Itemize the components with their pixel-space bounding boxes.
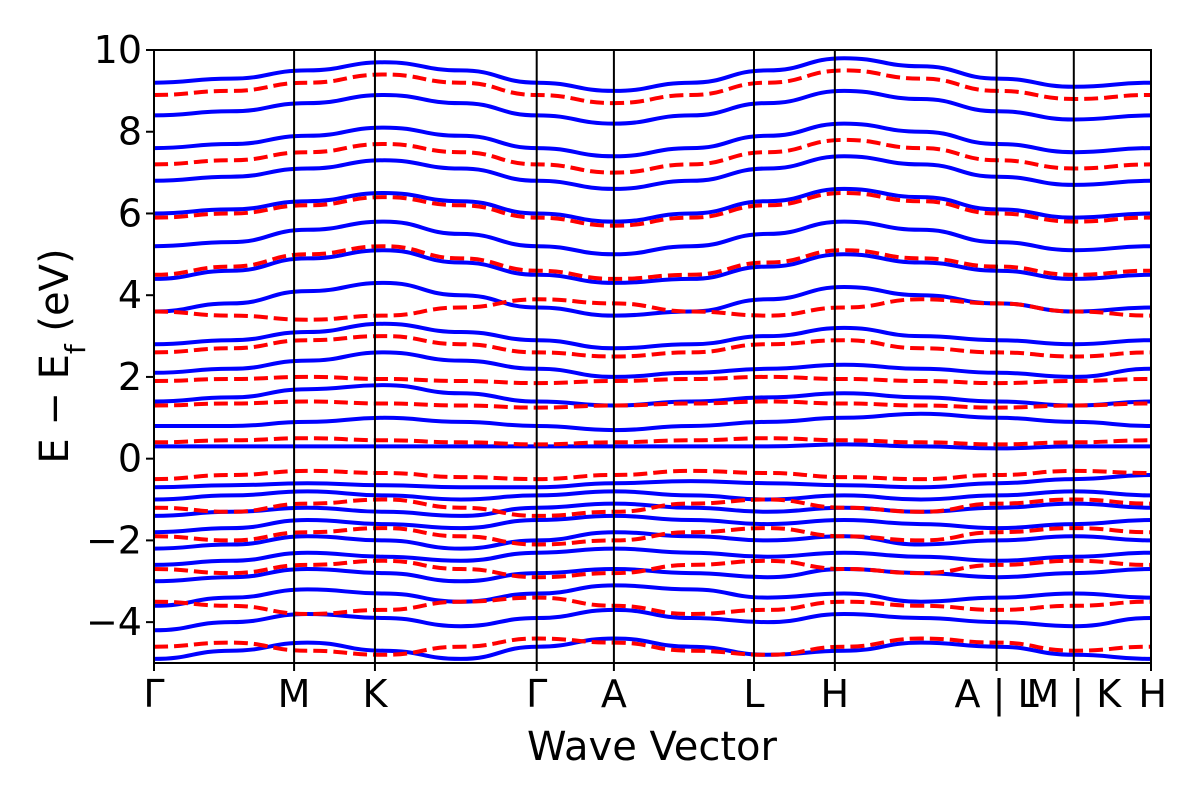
solid-band-7 bbox=[154, 501, 1151, 518]
solid-band-2 bbox=[154, 583, 1151, 608]
y-tick-label: 0 bbox=[118, 437, 142, 481]
dashed-band-9 bbox=[154, 334, 1151, 359]
x-axis-label: Wave Vector bbox=[527, 724, 778, 770]
dashed-band-7 bbox=[154, 399, 1151, 410]
dashed-band-4 bbox=[154, 497, 1151, 518]
y-axis-ticks: −4 −2 0 2 4 6 8 10 bbox=[86, 28, 154, 644]
solid-band-10 bbox=[154, 442, 1151, 451]
y-tick-label: 10 bbox=[94, 28, 142, 72]
bands-layer bbox=[154, 56, 1151, 661]
solid-band-6 bbox=[154, 513, 1151, 535]
solid-band-1 bbox=[154, 607, 1151, 633]
y-tick-label: −4 bbox=[86, 600, 142, 644]
dashed-band-14 bbox=[154, 68, 1151, 106]
plot-frame bbox=[153, 49, 1152, 664]
y-axis-label: E − Ef (eV) bbox=[32, 248, 92, 463]
dashed-band-3 bbox=[154, 526, 1151, 547]
dashed-band-2 bbox=[154, 558, 1151, 580]
solid-band-11 bbox=[154, 411, 1151, 433]
dashed-band-0 bbox=[154, 636, 1151, 657]
dashed-band-12 bbox=[154, 191, 1151, 228]
solid-band-18 bbox=[154, 186, 1151, 224]
x-tick-label: H bbox=[1138, 672, 1167, 716]
solid-band-15 bbox=[154, 280, 1151, 318]
y-axis-label-main: E − E bbox=[32, 354, 78, 464]
solid-band-16 bbox=[154, 248, 1151, 285]
solid-band-9 bbox=[154, 473, 1151, 490]
solid-band-21 bbox=[154, 88, 1151, 126]
y-axis-label-subscript: f bbox=[59, 343, 92, 354]
x-tick-label: K bbox=[362, 672, 388, 716]
dashed-band-1 bbox=[154, 595, 1151, 616]
x-tick-label: Γ bbox=[143, 672, 164, 716]
x-tick-label: L bbox=[743, 672, 764, 716]
y-tick-label: 6 bbox=[118, 191, 142, 235]
x-tick-label: M | K bbox=[1026, 672, 1122, 717]
x-tick-label: Γ bbox=[526, 672, 547, 716]
x-tick-label: A bbox=[601, 672, 627, 716]
x-tick-label: A | L bbox=[955, 672, 1039, 717]
x-tick-label: M bbox=[278, 672, 311, 716]
solid-band-13 bbox=[154, 350, 1151, 379]
x-tick-label: H bbox=[821, 672, 850, 716]
dashed-band-10 bbox=[154, 297, 1151, 322]
x-axis-ticks: Γ M K Γ A L H A | LM | K H bbox=[143, 663, 1167, 717]
dashed-band-6 bbox=[154, 436, 1151, 447]
dashed-band-13 bbox=[154, 137, 1151, 175]
solid-band-19 bbox=[154, 154, 1151, 191]
solid-band-20 bbox=[154, 121, 1151, 159]
solid-band-0 bbox=[154, 636, 1151, 661]
y-tick-label: 8 bbox=[118, 110, 142, 154]
dashed-band-11 bbox=[154, 244, 1151, 281]
y-axis-label-unit: (eV) bbox=[32, 248, 78, 344]
solid-band-22 bbox=[154, 56, 1151, 93]
solid-band-3 bbox=[154, 567, 1151, 584]
y-tick-label: −2 bbox=[86, 518, 142, 562]
y-tick-label: 4 bbox=[118, 273, 142, 317]
solid-band-8 bbox=[154, 489, 1151, 502]
solid-band-14 bbox=[154, 321, 1151, 351]
solid-band-5 bbox=[154, 530, 1151, 551]
high-symmetry-lines bbox=[293, 50, 1075, 663]
dashed-band-5 bbox=[154, 468, 1151, 482]
dashed-band-8 bbox=[154, 374, 1151, 386]
solid-band-17 bbox=[154, 219, 1151, 257]
y-tick-label: 2 bbox=[118, 355, 142, 399]
solid-band-4 bbox=[154, 546, 1151, 567]
